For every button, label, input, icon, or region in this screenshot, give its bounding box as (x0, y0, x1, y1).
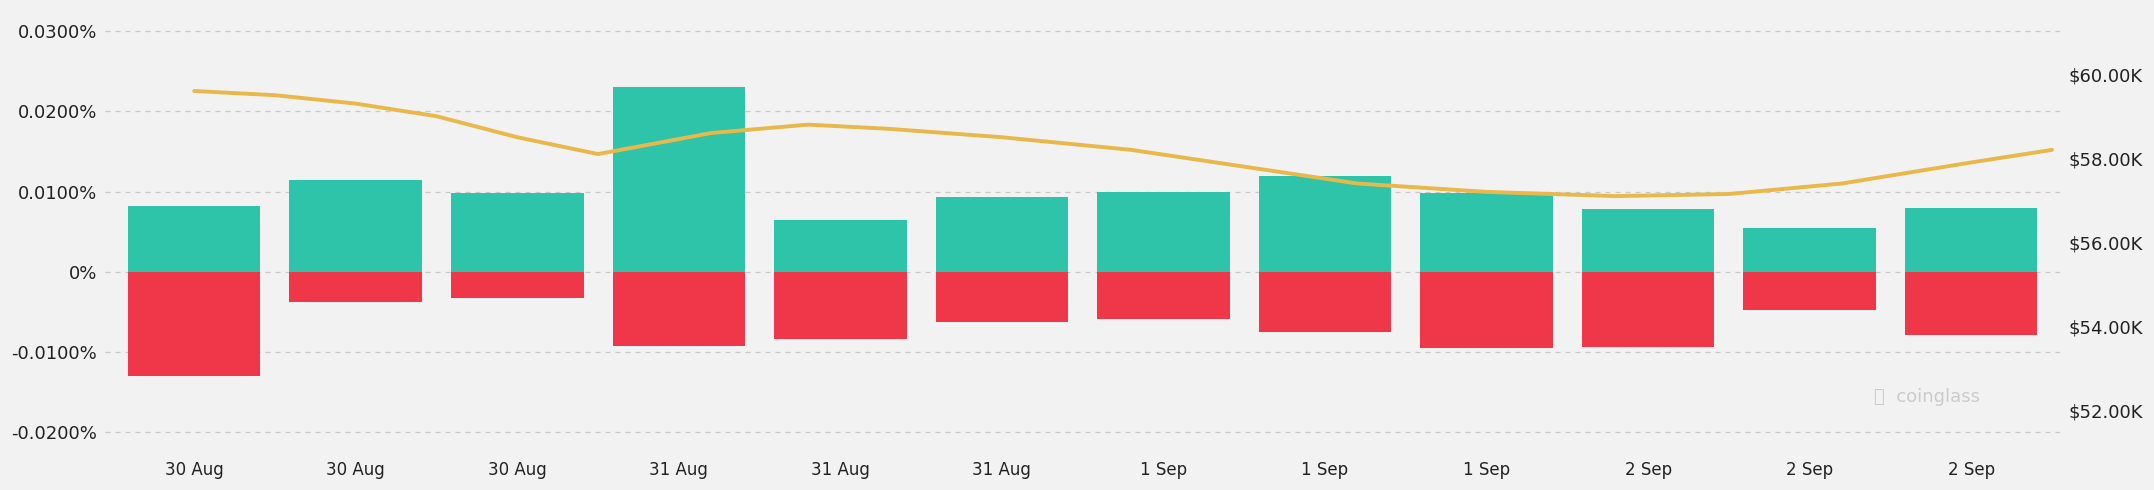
Bar (773, 272, 907, 339)
Bar (1904, 208, 2038, 272)
Bar (1581, 209, 1715, 272)
Bar (1419, 194, 1553, 272)
Bar (612, 272, 745, 346)
Bar (935, 197, 1068, 272)
Bar (1743, 228, 1876, 272)
Bar (289, 272, 422, 302)
Bar (1743, 272, 1876, 311)
Bar (289, 180, 422, 272)
Bar (1258, 175, 1391, 272)
Bar (1904, 272, 2038, 335)
Text: 🦁  coinglass: 🦁 coinglass (1874, 388, 1980, 406)
Bar (450, 194, 584, 272)
Bar (1258, 272, 1391, 332)
Bar (935, 272, 1068, 322)
Bar (773, 220, 907, 272)
Bar (127, 272, 261, 376)
Bar (1096, 192, 1230, 272)
Bar (1581, 272, 1715, 346)
Bar (450, 272, 584, 298)
Bar (127, 206, 261, 272)
Bar (1419, 272, 1553, 348)
Bar (612, 87, 745, 272)
Bar (1096, 272, 1230, 319)
